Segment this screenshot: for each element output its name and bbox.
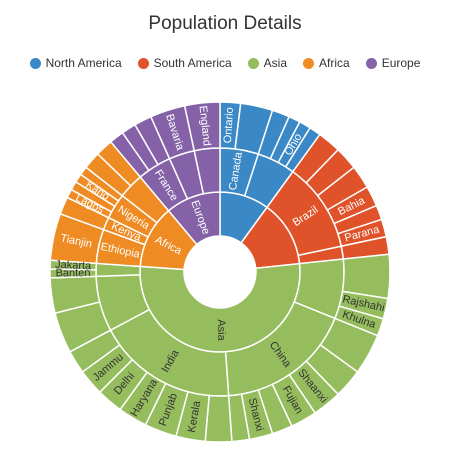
legend-item[interactable]: Asia — [247, 56, 288, 70]
legend-item[interactable]: North America — [29, 56, 122, 70]
center-hole — [184, 236, 256, 308]
segment-label: Jakarta — [55, 259, 92, 273]
chart-legend: North America South America Asia Africa Euro… — [0, 56, 450, 70]
segment-label: Asia — [215, 319, 227, 341]
legend-item[interactable]: South America — [137, 56, 232, 70]
segment-label: Kerala — [186, 399, 203, 433]
legend-marker — [247, 57, 259, 69]
legend-item[interactable]: Europe — [365, 56, 421, 70]
segment-label: England — [197, 105, 213, 146]
legend-marker — [365, 57, 377, 69]
legend-marker — [29, 57, 41, 69]
region-segment[interactable] — [183, 101, 221, 152]
chart-title: Population Details — [148, 13, 302, 34]
legend-label: Asia — [263, 56, 288, 70]
legend-marker — [137, 57, 149, 69]
legend-marker — [303, 57, 315, 69]
segment-label: Ontario — [222, 107, 236, 144]
segment-label: Banten — [56, 267, 91, 279]
legend-item[interactable]: Africa — [303, 56, 350, 70]
legend-label: Africa — [319, 56, 350, 70]
legend-label: Europe — [381, 56, 421, 70]
legend-label: South America — [153, 56, 232, 70]
legend-label: North America — [45, 56, 122, 70]
